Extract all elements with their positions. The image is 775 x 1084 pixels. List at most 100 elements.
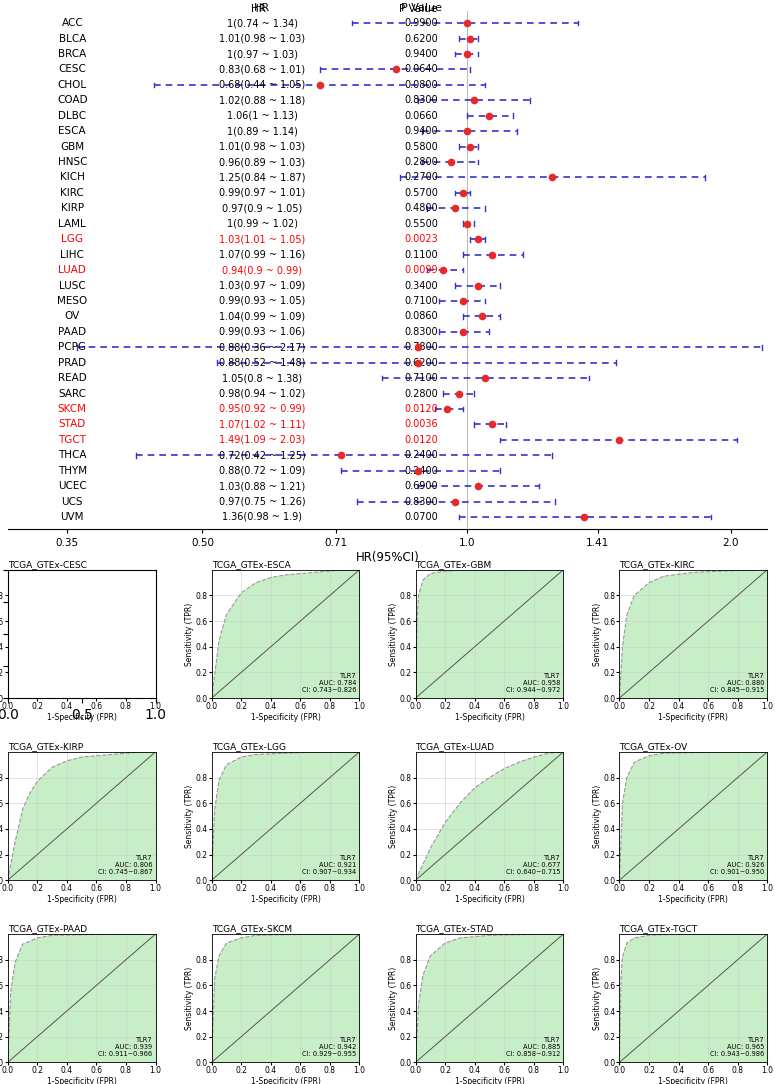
Text: 0.0036: 0.0036 <box>405 420 439 429</box>
Text: 1.03(0.88 ~ 1.21): 1.03(0.88 ~ 1.21) <box>219 481 305 491</box>
Text: 1.25(0.84 ~ 1.87): 1.25(0.84 ~ 1.87) <box>219 172 305 182</box>
Text: TLR7
AUC: 0.784
CI: 0.743~0.826: TLR7 AUC: 0.784 CI: 0.743~0.826 <box>302 673 356 693</box>
Text: 1(0.89 ~ 1.14): 1(0.89 ~ 1.14) <box>227 126 298 137</box>
Text: TLR7
AUC: 0.806
CI: 0.745~0.867: TLR7 AUC: 0.806 CI: 0.745~0.867 <box>98 855 153 875</box>
Text: TCGA_GTEx-STAD: TCGA_GTEx-STAD <box>415 925 494 933</box>
Y-axis label: Sensitivity (TPR): Sensitivity (TPR) <box>593 967 602 1030</box>
Text: MESO: MESO <box>57 296 88 306</box>
Text: READ: READ <box>58 373 87 383</box>
Text: 0.99(0.93 ~ 1.05): 0.99(0.93 ~ 1.05) <box>219 296 305 306</box>
Text: TCGA_GTEx-KIRC: TCGA_GTEx-KIRC <box>619 560 695 569</box>
Text: THCA: THCA <box>58 450 87 461</box>
Text: 0.0800: 0.0800 <box>405 80 439 90</box>
Text: BRCA: BRCA <box>58 49 87 59</box>
Text: LIHC: LIHC <box>60 249 84 260</box>
Text: CESC: CESC <box>58 64 86 75</box>
Text: 0.98(0.94 ~ 1.02): 0.98(0.94 ~ 1.02) <box>219 388 305 399</box>
X-axis label: 1-Specificity (FPR): 1-Specificity (FPR) <box>250 1076 321 1084</box>
Y-axis label: Sensitivity (TPR): Sensitivity (TPR) <box>185 603 194 666</box>
Text: 1.36(0.98 ~ 1.9): 1.36(0.98 ~ 1.9) <box>222 512 302 522</box>
Text: 0.97(0.75 ~ 1.26): 0.97(0.75 ~ 1.26) <box>219 496 305 506</box>
Text: TLR7
AUC: 0.965
CI: 0.943~0.986: TLR7 AUC: 0.965 CI: 0.943~0.986 <box>710 1037 764 1057</box>
X-axis label: 1-Specificity (FPR): 1-Specificity (FPR) <box>46 894 116 904</box>
Text: 0.0120: 0.0120 <box>405 435 439 444</box>
X-axis label: 1-Specificity (FPR): 1-Specificity (FPR) <box>250 894 321 904</box>
Text: 0.3400: 0.3400 <box>405 281 439 291</box>
Text: UVM: UVM <box>60 512 84 522</box>
Text: 0.8300: 0.8300 <box>405 326 439 337</box>
Text: LUAD: LUAD <box>58 266 86 275</box>
Text: 0.4800: 0.4800 <box>405 204 439 214</box>
Text: DLBC: DLBC <box>58 111 86 120</box>
Text: HNSC: HNSC <box>57 157 87 167</box>
Text: 0.9400: 0.9400 <box>405 126 439 137</box>
Text: 0.2800: 0.2800 <box>405 388 439 399</box>
Text: 0.72(0.42 ~ 1.25): 0.72(0.42 ~ 1.25) <box>219 450 305 461</box>
Text: HR: HR <box>254 3 270 13</box>
Text: OV: OV <box>64 311 80 321</box>
Text: 0.0120: 0.0120 <box>405 404 439 414</box>
Text: 1.02(0.88 ~ 1.18): 1.02(0.88 ~ 1.18) <box>219 95 305 105</box>
Text: 0.88(0.52 ~ 1.48): 0.88(0.52 ~ 1.48) <box>219 358 305 367</box>
Text: 0.9400: 0.9400 <box>405 49 439 59</box>
Text: LGG: LGG <box>61 234 83 244</box>
Y-axis label: Sensitivity (TPR): Sensitivity (TPR) <box>185 785 194 848</box>
Text: TLR7
AUC: 0.768
CI: 0.637~0.898: TLR7 AUC: 0.768 CI: 0.637~0.898 <box>98 673 153 693</box>
Text: 0.0860: 0.0860 <box>405 311 439 321</box>
Text: 0.83(0.68 ~ 1.01): 0.83(0.68 ~ 1.01) <box>219 64 305 75</box>
Text: 1.01(0.98 ~ 1.03): 1.01(0.98 ~ 1.03) <box>219 34 305 43</box>
Text: TCGA_GTEx-PAAD: TCGA_GTEx-PAAD <box>8 925 87 933</box>
Text: TLR7
AUC: 0.880
CI: 0.845~0.915: TLR7 AUC: 0.880 CI: 0.845~0.915 <box>710 673 764 693</box>
Text: BLCA: BLCA <box>59 34 86 43</box>
Text: P Value: P Value <box>399 4 437 14</box>
Text: 0.95(0.92 ~ 0.99): 0.95(0.92 ~ 0.99) <box>219 404 305 414</box>
X-axis label: 1-Specificity (FPR): 1-Specificity (FPR) <box>250 712 321 722</box>
Text: 1.03(0.97 ~ 1.09): 1.03(0.97 ~ 1.09) <box>219 281 305 291</box>
Text: 1.07(1.02 ~ 1.11): 1.07(1.02 ~ 1.11) <box>219 420 305 429</box>
Y-axis label: Sensitivity (TPR): Sensitivity (TPR) <box>185 967 194 1030</box>
Text: 1(0.74 ~ 1.34): 1(0.74 ~ 1.34) <box>226 18 298 28</box>
Text: 0.94(0.9 ~ 0.99): 0.94(0.9 ~ 0.99) <box>222 266 302 275</box>
Text: 0.0023: 0.0023 <box>405 234 439 244</box>
Text: 1.06(1 ~ 1.13): 1.06(1 ~ 1.13) <box>227 111 298 120</box>
X-axis label: 1-Specificity (FPR): 1-Specificity (FPR) <box>659 1076 728 1084</box>
Text: 0.68(0.44 ~ 1.05): 0.68(0.44 ~ 1.05) <box>219 80 305 90</box>
Text: UCS: UCS <box>61 496 83 506</box>
Text: 1.04(0.99 ~ 1.09): 1.04(0.99 ~ 1.09) <box>219 311 305 321</box>
Text: ESCA: ESCA <box>58 126 86 137</box>
Text: 0.2800: 0.2800 <box>405 157 439 167</box>
Text: KICH: KICH <box>60 172 84 182</box>
Text: 0.9900: 0.9900 <box>405 18 439 28</box>
Text: 0.0700: 0.0700 <box>405 512 439 522</box>
Text: 0.0640: 0.0640 <box>405 64 439 75</box>
Text: TLR7
AUC: 0.942
CI: 0.929~0.955: TLR7 AUC: 0.942 CI: 0.929~0.955 <box>302 1037 356 1057</box>
Text: 0.5800: 0.5800 <box>405 142 439 152</box>
Text: 0.6200: 0.6200 <box>405 34 439 43</box>
X-axis label: 1-Specificity (FPR): 1-Specificity (FPR) <box>659 894 728 904</box>
Text: TCGA_GTEx-ESCA: TCGA_GTEx-ESCA <box>212 560 291 569</box>
Text: LAML: LAML <box>58 219 86 229</box>
Text: TLR7
AUC: 0.939
CI: 0.911~0.966: TLR7 AUC: 0.939 CI: 0.911~0.966 <box>98 1037 153 1057</box>
Text: 1.49(1.09 ~ 2.03): 1.49(1.09 ~ 2.03) <box>219 435 305 444</box>
Text: PAAD: PAAD <box>58 326 86 337</box>
Text: 1(0.99 ~ 1.02): 1(0.99 ~ 1.02) <box>226 219 298 229</box>
Text: SKCM: SKCM <box>58 404 87 414</box>
Text: TLR7
AUC: 0.926
CI: 0.901~0.950: TLR7 AUC: 0.926 CI: 0.901~0.950 <box>710 855 764 875</box>
Text: TLR7
AUC: 0.885
CI: 0.858~0.912: TLR7 AUC: 0.885 CI: 0.858~0.912 <box>506 1037 560 1057</box>
Text: GBM: GBM <box>60 142 84 152</box>
Text: 0.6200: 0.6200 <box>405 358 439 367</box>
Text: TCGA_GTEx-OV: TCGA_GTEx-OV <box>619 743 687 751</box>
Text: LUSC: LUSC <box>59 281 86 291</box>
Text: ACC: ACC <box>61 18 83 28</box>
Text: THYM: THYM <box>58 466 87 476</box>
Text: 1.05(0.8 ~ 1.38): 1.05(0.8 ~ 1.38) <box>222 373 302 383</box>
X-axis label: 1-Specificity (FPR): 1-Specificity (FPR) <box>454 894 525 904</box>
Text: TCGA_GTEx-LUAD: TCGA_GTEx-LUAD <box>415 743 494 751</box>
Text: STAD: STAD <box>59 420 86 429</box>
X-axis label: 1-Specificity (FPR): 1-Specificity (FPR) <box>46 1076 116 1084</box>
Text: PCPG: PCPG <box>58 343 86 352</box>
Text: UCEC: UCEC <box>58 481 87 491</box>
Text: 0.2400: 0.2400 <box>405 450 439 461</box>
Text: TCGA_GTEx-LGG: TCGA_GTEx-LGG <box>212 743 286 751</box>
Y-axis label: Sensitivity (TPR): Sensitivity (TPR) <box>389 967 398 1030</box>
